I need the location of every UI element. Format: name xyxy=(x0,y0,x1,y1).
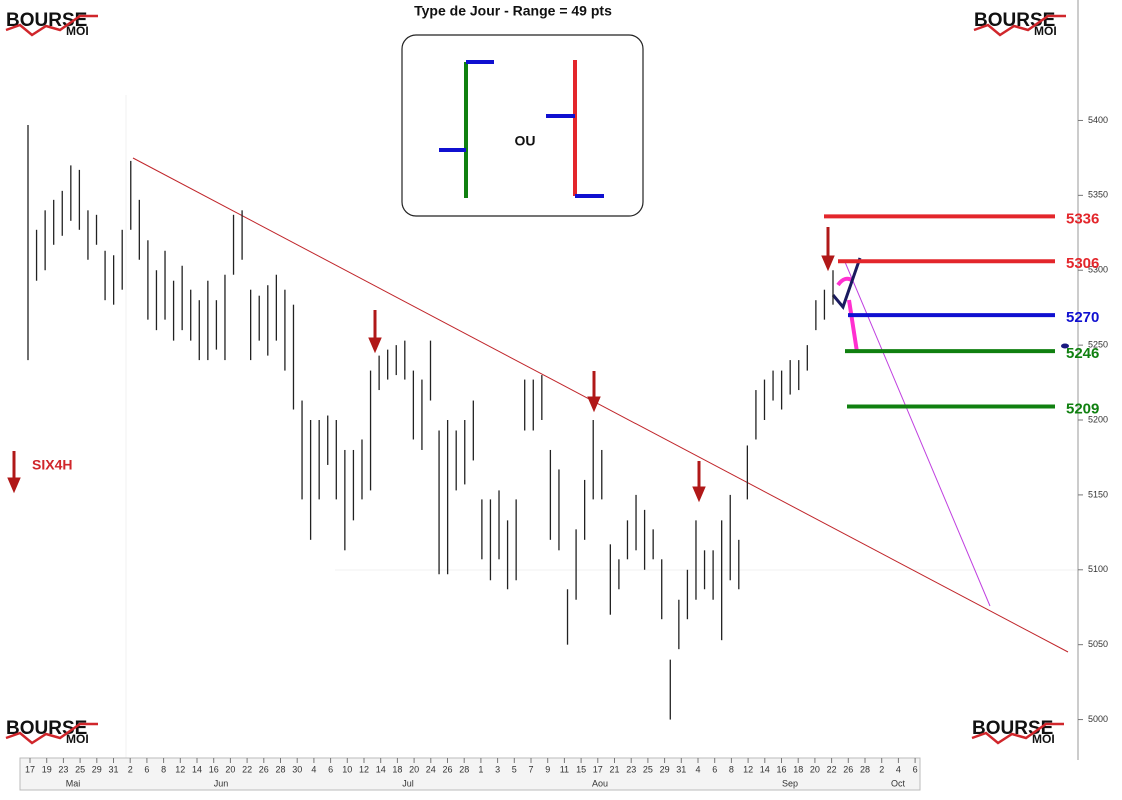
month-label: Jun xyxy=(214,778,229,788)
y-tick-label: 5300 xyxy=(1088,265,1108,275)
y-tick-label: 5250 xyxy=(1088,339,1108,349)
x-tick-label: 16 xyxy=(776,764,786,774)
x-tick-label: 29 xyxy=(92,764,102,774)
x-tick-label: 28 xyxy=(459,764,469,774)
x-tick-label: 2 xyxy=(879,764,884,774)
x-tick-label: 23 xyxy=(58,764,68,774)
month-label: Aou xyxy=(592,778,608,788)
symbol: SIX4H xyxy=(32,457,72,473)
month-label: Sep xyxy=(782,778,798,788)
x-tick-label: 3 xyxy=(495,764,500,774)
x-tick-label: 26 xyxy=(843,764,853,774)
inset-label: OU xyxy=(515,133,536,149)
svg-text:MOI: MOI xyxy=(66,732,89,746)
x-tick-label: 6 xyxy=(328,764,333,774)
x-tick-label: 11 xyxy=(560,764,569,774)
chart-title: Type de Jour - Range = 49 pts xyxy=(414,3,612,19)
x-tick-label: 18 xyxy=(392,764,402,774)
x-tick-label: 29 xyxy=(660,764,670,774)
x-tick-label: 12 xyxy=(359,764,369,774)
x-tick-label: 15 xyxy=(576,764,586,774)
trend-line xyxy=(844,261,991,607)
x-tick-label: 6 xyxy=(712,764,717,774)
x-tick-label: 20 xyxy=(225,764,235,774)
x-tick-label: 6 xyxy=(144,764,149,774)
x-tick-label: 14 xyxy=(192,764,202,774)
x-tick-label: 25 xyxy=(643,764,653,774)
x-tick-label: 23 xyxy=(626,764,636,774)
x-tick-label: 2 xyxy=(128,764,133,774)
y-tick-label: 5400 xyxy=(1088,115,1108,125)
svg-text:MOI: MOI xyxy=(1032,732,1055,746)
x-tick-label: 4 xyxy=(896,764,901,774)
svg-text:MOI: MOI xyxy=(66,24,89,38)
x-tick-label: 4 xyxy=(695,764,700,774)
y-tick-label: 5150 xyxy=(1088,489,1108,499)
x-tick-label: 8 xyxy=(729,764,734,774)
sketch xyxy=(847,299,859,353)
x-tick-label: 1 xyxy=(478,764,483,774)
x-tick-label: 19 xyxy=(42,764,52,774)
x-tick-label: 12 xyxy=(743,764,753,774)
x-tick-label: 14 xyxy=(376,764,386,774)
x-tick-label: 4 xyxy=(311,764,316,774)
x-tick-label: 22 xyxy=(242,764,252,774)
level-label: 5306 xyxy=(1066,255,1099,272)
x-tick-label: 30 xyxy=(292,764,302,774)
level-label: 5209 xyxy=(1066,401,1099,418)
x-tick-label: 8 xyxy=(161,764,166,774)
x-tick-label: 20 xyxy=(409,764,419,774)
month-label: Oct xyxy=(891,778,906,788)
y-tick-label: 5350 xyxy=(1088,190,1108,200)
x-axis-strip xyxy=(19,757,921,791)
arrows xyxy=(7,227,835,503)
dot xyxy=(1061,343,1069,349)
inset: OU xyxy=(401,34,644,217)
x-tick-label: 26 xyxy=(259,764,269,774)
x-tick-label: 20 xyxy=(810,764,820,774)
y-tick-label: 5050 xyxy=(1088,639,1108,649)
level-label: 5270 xyxy=(1066,309,1099,326)
x-tick-label: 22 xyxy=(827,764,837,774)
x-tick-label: 9 xyxy=(545,764,550,774)
x-tick-label: 28 xyxy=(275,764,285,774)
x-tick-label: 21 xyxy=(609,764,619,774)
x-tick-label: 12 xyxy=(175,764,185,774)
level-label: 5336 xyxy=(1066,210,1099,227)
y-tick-label: 5200 xyxy=(1088,414,1108,424)
month-label: Jul xyxy=(402,778,414,788)
trend-line xyxy=(132,157,1069,653)
month-label: Mai xyxy=(66,778,81,788)
x-tick-label: 10 xyxy=(342,764,352,774)
x-tick-label: 18 xyxy=(793,764,803,774)
x-tick-label: 16 xyxy=(209,764,219,774)
x-tick-label: 31 xyxy=(108,764,118,774)
x-tick-label: 6 xyxy=(913,764,918,774)
x-tick-label: 5 xyxy=(512,764,517,774)
x-tick-label: 14 xyxy=(760,764,770,774)
x-tick-label: 24 xyxy=(426,764,436,774)
x-tick-label: 28 xyxy=(860,764,870,774)
sketch xyxy=(831,257,862,310)
x-tick-label: 17 xyxy=(25,764,35,774)
x-tick-label: 7 xyxy=(528,764,533,774)
y-tick-label: 5100 xyxy=(1088,564,1108,574)
svg-text:MOI: MOI xyxy=(1034,24,1057,38)
x-tick-label: 17 xyxy=(593,764,603,774)
x-tick-label: 31 xyxy=(676,764,686,774)
y-tick-label: 5000 xyxy=(1088,714,1108,724)
x-tick-label: 25 xyxy=(75,764,85,774)
level-label: 5246 xyxy=(1066,345,1099,362)
x-tick-label: 26 xyxy=(442,764,452,774)
